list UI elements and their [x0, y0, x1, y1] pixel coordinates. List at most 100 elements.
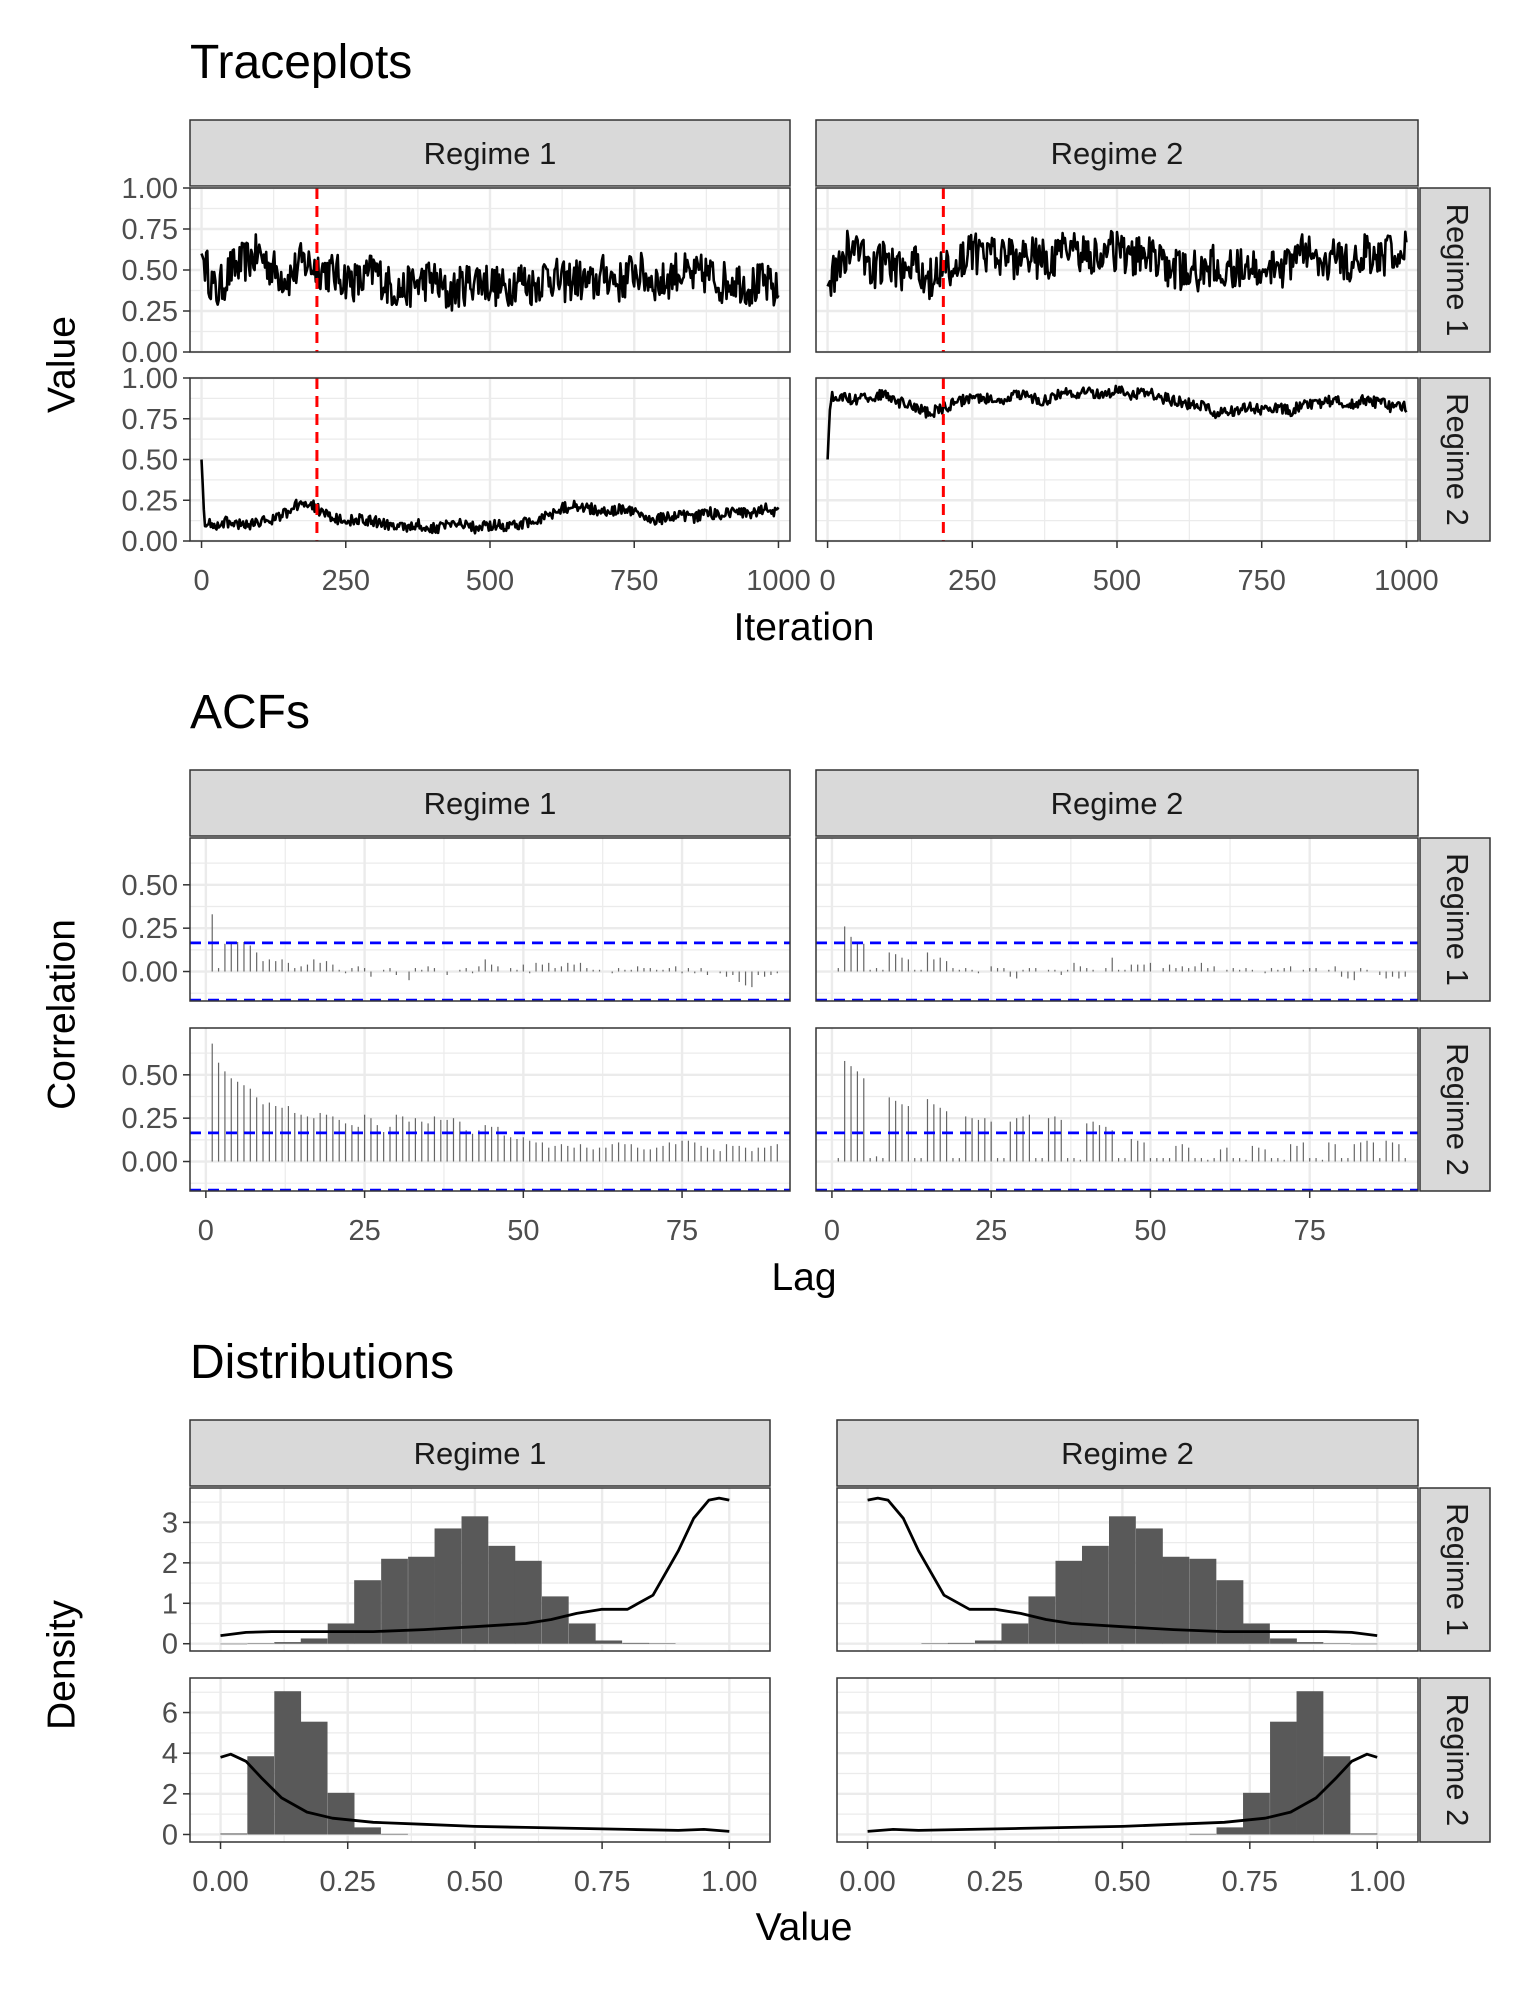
panel-marks [867, 1691, 1378, 1835]
y-tick-label: 0.00 [122, 1147, 178, 1179]
x-tick-label: 50 [1134, 1215, 1166, 1247]
column-strip [836, 1419, 1419, 1487]
y-tick-label: 0.50 [122, 445, 178, 477]
y-tick-label: 0.25 [122, 485, 178, 517]
y-tick-label: 0.50 [122, 255, 178, 287]
column-strip [189, 119, 791, 187]
column-strip [815, 119, 1419, 187]
x-tick-label: 250 [948, 565, 996, 597]
y-tick-label: 4 [162, 1738, 178, 1770]
histogram-bar [327, 1623, 355, 1644]
y-tick-label: 1.00 [122, 363, 178, 395]
x-tick-label: 500 [1093, 565, 1141, 597]
x-tick-label: 25 [975, 1215, 1007, 1247]
row-strip [1419, 837, 1491, 1002]
x-axis-label: Lag [771, 1256, 836, 1299]
y-tick-label: 0.00 [122, 337, 178, 369]
y-axis-label: Density [40, 1599, 83, 1730]
x-tick-label: 0.25 [319, 1866, 375, 1898]
facet-panel: 0.00 0.25 0.50 0 25 50 75 [122, 1027, 791, 1247]
histogram-bar [1296, 1642, 1324, 1644]
facet-panel [815, 837, 1419, 1002]
y-tick-label: 2 [162, 1779, 178, 1811]
x-tick-label: 75 [1294, 1215, 1326, 1247]
panel-background [816, 838, 1418, 1001]
x-tick-label: 0.50 [447, 1866, 503, 1898]
y-tick-label: 6 [162, 1698, 178, 1730]
row-strip [1419, 377, 1491, 542]
chart-title: Distributions [190, 1336, 454, 1389]
y-tick-label: 0.50 [122, 1060, 178, 1092]
column-strip-label: Regime 2 [1051, 136, 1184, 171]
histogram-bar [1108, 1516, 1136, 1644]
chart-title: Traceplots [190, 36, 412, 89]
histogram-bar [568, 1623, 596, 1644]
row-strip-label: Regime 1 [1440, 204, 1475, 337]
histogram-bar [434, 1528, 462, 1644]
y-tick-label: 0.25 [122, 913, 178, 945]
y-tick-label: 3 [162, 1507, 178, 1539]
histogram-bar [1216, 1580, 1244, 1644]
histogram-bar [514, 1560, 542, 1644]
facet-panel: 0 25 50 75 [815, 1027, 1419, 1247]
column-strip [189, 769, 791, 837]
histogram-bar [947, 1642, 975, 1644]
row-strip-label: Regime 2 [1440, 393, 1475, 526]
x-tick-label: 0 [193, 565, 209, 597]
trace-line [200, 233, 780, 312]
x-tick-label: 0 [198, 1215, 214, 1247]
row-strip-label: Regime 1 [1440, 853, 1475, 986]
panel-marks [816, 1060, 1418, 1191]
histogram-bar [1350, 1643, 1378, 1645]
facet-panel: 0.00 0.25 0.50 [122, 837, 791, 1002]
row-strip [1419, 1487, 1491, 1652]
panel-border [189, 1487, 771, 1652]
y-axis-label: Value [40, 316, 83, 413]
x-tick-label: 75 [666, 1215, 698, 1247]
y-tick-label: 0.75 [122, 404, 178, 436]
x-tick-label: 0 [820, 565, 836, 597]
histogram-bar [648, 1643, 676, 1644]
histogram-bar [488, 1545, 516, 1644]
panel-border [836, 1677, 1419, 1843]
x-tick-label: 750 [1238, 565, 1286, 597]
column-strip-label: Regime 2 [1051, 786, 1184, 821]
facet-panel: 0 1 2 3 [162, 1487, 771, 1661]
x-tick-label: 0.00 [192, 1866, 248, 1898]
histogram-bar [1323, 1643, 1351, 1644]
histogram-bar [1270, 1638, 1297, 1644]
y-tick-label: 0.25 [122, 1103, 178, 1135]
x-tick-label: 0.25 [967, 1866, 1023, 1898]
panel-marks [826, 188, 1408, 352]
panel-background [190, 838, 790, 1001]
y-tick-label: 0.50 [122, 870, 178, 902]
panel-marks [200, 188, 780, 352]
histogram-bar [461, 1516, 489, 1644]
histogram-bar [354, 1580, 381, 1644]
histogram-bar [974, 1640, 1002, 1644]
x-axis-label: Iteration [734, 606, 875, 649]
panel-border [836, 1487, 1419, 1652]
panel-marks [200, 378, 780, 541]
x-tick-label: 0.75 [574, 1866, 630, 1898]
trace-line [200, 459, 780, 535]
y-tick-label: 1 [162, 1588, 178, 1620]
y-tick-label: 0.00 [122, 526, 178, 558]
x-tick-label: 500 [466, 565, 514, 597]
facet-panel: 0.00 0.25 0.50 0.75 1.00 [836, 1677, 1419, 1898]
panel-marks [867, 1496, 1378, 1645]
chart-traceplots: Traceplots Regime 1 Regime 2 Regime 1 Regime… [40, 36, 1491, 649]
trace-line [826, 229, 1408, 301]
row-strip-label: Regime 2 [1440, 1043, 1475, 1176]
panel-border [815, 1027, 1419, 1192]
column-strip-label: Regime 1 [424, 136, 557, 171]
column-strip [815, 769, 1419, 837]
histogram-bar [300, 1638, 328, 1644]
chart-title: ACFs [190, 686, 310, 739]
row-strip [1419, 187, 1491, 353]
histogram-bar [1136, 1528, 1163, 1644]
panel-border [189, 1677, 771, 1843]
row-strip-label: Regime 2 [1440, 1694, 1475, 1827]
x-tick-label: 1.00 [1349, 1866, 1405, 1898]
